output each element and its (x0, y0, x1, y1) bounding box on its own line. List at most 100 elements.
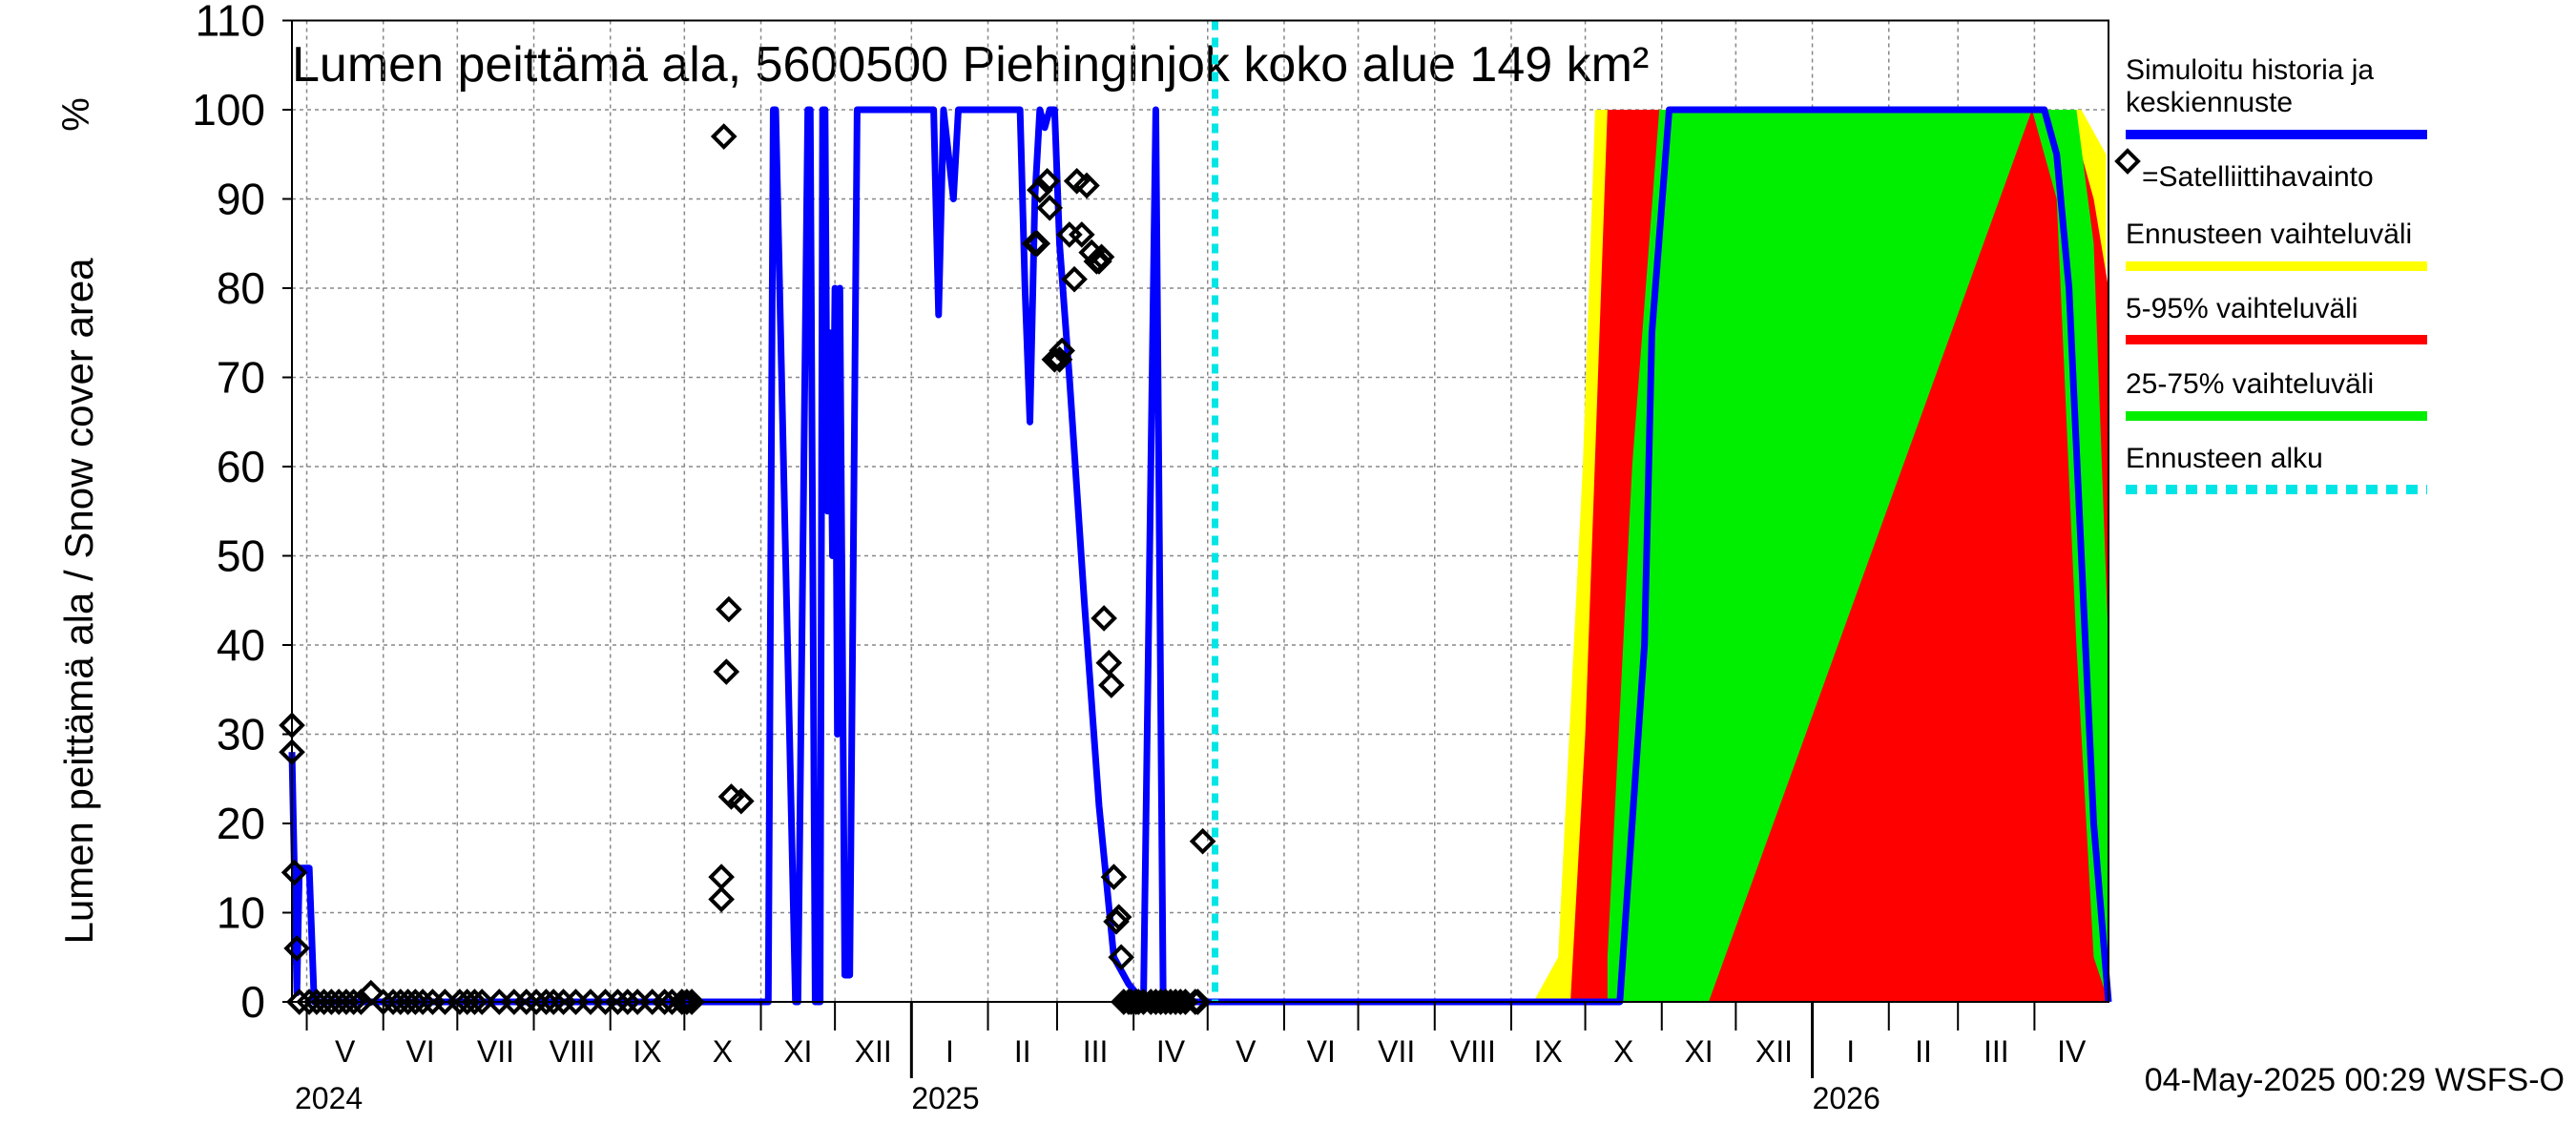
observation-marker (1095, 649, 1123, 677)
chart-title: Lumen peittämä ala, 5600500 Piehinginjok… (292, 37, 1649, 93)
observation-marker (716, 595, 742, 623)
x-year-label: 2025 (911, 1081, 979, 1115)
observation-marker (1041, 345, 1069, 373)
observation-marker (1091, 605, 1117, 632)
x-month-label: XII (855, 1034, 892, 1069)
observation-marker (708, 885, 735, 913)
observation-marker (283, 935, 311, 962)
observation-marker (1184, 989, 1212, 1015)
observation-marker (1036, 195, 1064, 221)
x-month-label: VII (1378, 1034, 1415, 1069)
x-month-label: V (1236, 1034, 1257, 1069)
plot-frame (291, 19, 2109, 1003)
observation-marker (674, 989, 700, 1015)
x-month-label: IV (1156, 1034, 1186, 1069)
y-tick-label: 30 (217, 710, 265, 760)
x-month-label: V (335, 1034, 356, 1069)
observation-marker (1105, 904, 1132, 931)
observation-marker (1033, 167, 1061, 195)
legend-label: Simuloitu historia ja (2126, 54, 2374, 86)
x-month-label: IV (2057, 1034, 2087, 1069)
observation-marker (678, 989, 705, 1015)
x-month-label: I (945, 1034, 954, 1069)
x-month-label: XI (783, 1034, 812, 1069)
x-month-label: III (1083, 1034, 1109, 1069)
footer-timestamp: 04-May-2025 00:29 WSFS-O (2145, 1062, 2565, 1098)
x-month-label: II (1915, 1034, 1932, 1069)
x-month-label: VI (405, 1034, 434, 1069)
x-month-label: VI (1307, 1034, 1336, 1069)
observation-marker (1162, 989, 1189, 1015)
legend-label: 5-95% vaihteluväli (2126, 293, 2358, 324)
x-month-label: VIII (550, 1034, 595, 1069)
y-tick-label: 80 (217, 263, 265, 313)
legend-label: Ennusteen vaihteluväli (2126, 219, 2412, 250)
observation-marker (727, 787, 755, 815)
observation-marker (340, 989, 367, 1015)
observation-marker (1061, 265, 1088, 293)
legend-marker (2114, 148, 2141, 175)
x-month-label: X (713, 1034, 733, 1069)
legend-label: 25-75% vaihteluväli (2126, 368, 2374, 400)
y-tick-label: 10 (217, 888, 265, 938)
observation-marker (540, 989, 568, 1015)
y-tick-label: 90 (217, 175, 265, 224)
x-month-label: X (1613, 1034, 1633, 1069)
x-month-label: XI (1684, 1034, 1713, 1069)
y-tick-label: 20 (217, 799, 265, 848)
observation-marker (710, 123, 737, 150)
observation-marker (1088, 243, 1115, 271)
observation-marker (1108, 944, 1135, 971)
x-month-label: III (1984, 1034, 2009, 1069)
observation-marker (523, 989, 550, 1015)
observation-marker (1100, 864, 1128, 890)
band-25-75-vaihteluv-li (1607, 110, 2109, 1002)
y-axis-unit: % (55, 97, 97, 132)
legend-label: Ennusteen alku (2126, 443, 2323, 474)
observation-marker (461, 989, 488, 1015)
observation-marker (1049, 337, 1075, 364)
forecast-bands (1533, 110, 2109, 1002)
observation-marker (409, 989, 436, 1015)
observation-marker (1073, 172, 1100, 199)
observation-marker (1027, 177, 1053, 203)
observation-marker (668, 989, 696, 1015)
x-month-label: IX (633, 1034, 661, 1069)
observation-marker (468, 989, 496, 1015)
observation-marker (1068, 221, 1095, 248)
legend-label: =Satelliittihavainto (2142, 161, 2374, 193)
legend-label: keskiennuste (2126, 87, 2293, 118)
observation-marker (532, 989, 560, 1015)
y-tick-label: 0 (240, 977, 265, 1027)
y-tick-label: 70 (217, 353, 265, 403)
observation-marker (402, 989, 429, 1015)
y-tick-label: 110 (196, 0, 265, 46)
y-tick-label: 40 (217, 620, 265, 670)
x-month-label: VII (477, 1034, 514, 1069)
x-month-label: I (1846, 1034, 1855, 1069)
x-year-label: 2026 (1813, 1081, 1880, 1115)
observation-marker (1189, 827, 1216, 855)
y-tick-label: 100 (192, 85, 265, 135)
y-tick-label: 60 (217, 442, 265, 491)
observation-marker (713, 658, 740, 685)
observation-marker (613, 989, 641, 1015)
observation-marker (1024, 230, 1051, 258)
observation-marker (512, 989, 540, 1015)
x-month-label: XII (1755, 1034, 1793, 1069)
y-axis-label: Lumen peittämä ala / Snow cover area (56, 258, 101, 945)
x-month-label: VIII (1450, 1034, 1496, 1069)
observation-marker (708, 864, 735, 890)
satellite-observations (279, 123, 1216, 1015)
x-month-label: II (1014, 1034, 1031, 1069)
observation-marker (1098, 672, 1125, 698)
x-year-label: 2024 (295, 1081, 363, 1115)
observation-marker (651, 989, 678, 1015)
observation-marker (604, 989, 632, 1015)
observation-marker (280, 859, 308, 886)
y-tick-label: 50 (217, 531, 265, 581)
observation-marker (357, 979, 384, 1007)
